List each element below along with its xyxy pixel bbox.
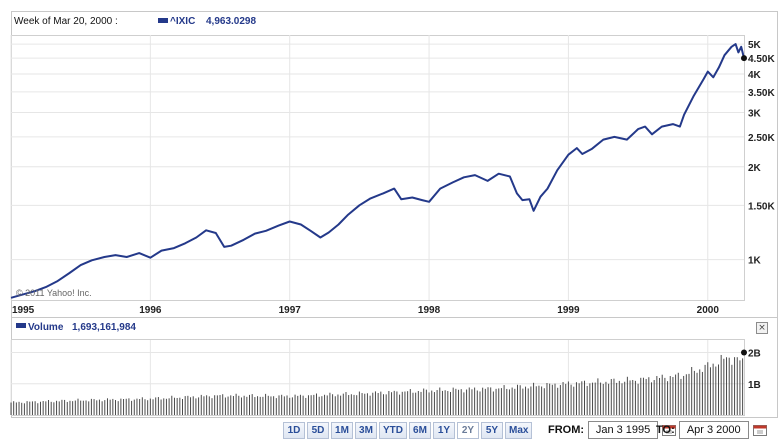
close-volume-button[interactable]: × bbox=[756, 322, 768, 334]
price-plot-frame bbox=[11, 35, 745, 301]
from-date-input[interactable] bbox=[588, 421, 659, 439]
y-axis: 1K 1.50K 2K 2.50K 3K 3.50K 4K 4.50K 5K 1B 2B bbox=[748, 40, 775, 391]
range-button-1y[interactable]: 1Y bbox=[433, 422, 455, 439]
y-tick-label: 5K bbox=[748, 40, 762, 51]
calendar-icon[interactable] bbox=[752, 424, 767, 436]
to-date-block: TO: bbox=[656, 421, 767, 439]
x-tick-label: 1995 bbox=[12, 305, 35, 316]
from-label: FROM: bbox=[548, 424, 585, 436]
y-tick-label: 1K bbox=[748, 256, 762, 267]
range-button-max[interactable]: Max bbox=[505, 422, 533, 439]
calendar-icon[interactable] bbox=[662, 424, 677, 436]
x-tick-label: 1998 bbox=[418, 305, 441, 316]
range-button-ytd[interactable]: YTD bbox=[379, 422, 407, 439]
range-button-2y[interactable]: 2Y bbox=[457, 422, 479, 439]
y-tick-label: 4K bbox=[748, 70, 762, 81]
range-button-1d[interactable]: 1D bbox=[283, 422, 305, 439]
y-tick-label: 3.50K bbox=[748, 88, 775, 99]
range-button-5d[interactable]: 5D bbox=[307, 422, 329, 439]
volume-legend-swatch bbox=[16, 323, 26, 328]
from-date-block: FROM: bbox=[548, 421, 677, 439]
y-tick-label: 1.50K bbox=[748, 201, 775, 212]
range-button-1m[interactable]: 1M bbox=[331, 422, 353, 439]
x-tick-label: 2000 bbox=[697, 305, 720, 316]
last-price-marker bbox=[741, 55, 747, 62]
y-tick-label: 2K bbox=[748, 163, 762, 174]
x-tick-label: 1996 bbox=[139, 305, 162, 316]
volume-tick-label: 2B bbox=[748, 349, 761, 360]
to-date-input[interactable] bbox=[678, 421, 749, 439]
grid-lines bbox=[10, 35, 744, 300]
legend-swatch bbox=[158, 18, 168, 23]
range-selector: 1D 5D 1M 3M YTD 6M 1Y 2Y 5Y Max bbox=[283, 422, 533, 439]
volume-legend-value: 1,693,161,984 bbox=[72, 322, 136, 333]
x-tick-label: 1999 bbox=[557, 305, 580, 316]
legend-symbol: ^IXIC bbox=[170, 16, 195, 27]
copyright-watermark: © 2011 Yahoo! Inc. bbox=[16, 288, 92, 298]
y-tick-label: 4.50K bbox=[748, 54, 775, 65]
y-tick-label: 2.50K bbox=[748, 133, 775, 144]
chart-frame bbox=[11, 11, 778, 418]
range-button-5y[interactable]: 5Y bbox=[481, 422, 503, 439]
y-tick-label: 3K bbox=[748, 108, 762, 119]
period-label: Week of Mar 20, 2000 : bbox=[14, 16, 118, 27]
outer-frame bbox=[11, 11, 778, 418]
legend-value: 4,963.0298 bbox=[206, 16, 256, 27]
volume-tick-label: 1B bbox=[748, 380, 761, 391]
volume-series bbox=[10, 349, 747, 415]
range-button-3m[interactable]: 3M bbox=[355, 422, 377, 439]
price-series bbox=[10, 43, 747, 299]
to-label: TO: bbox=[656, 424, 675, 436]
last-volume-marker bbox=[741, 349, 747, 356]
price-line bbox=[10, 43, 745, 299]
x-tick-label: 1997 bbox=[279, 305, 302, 316]
x-axis: 1995 1996 1997 1998 1999 2000 bbox=[12, 305, 719, 316]
range-button-6m[interactable]: 6M bbox=[409, 422, 431, 439]
volume-legend-label: Volume bbox=[28, 322, 64, 333]
